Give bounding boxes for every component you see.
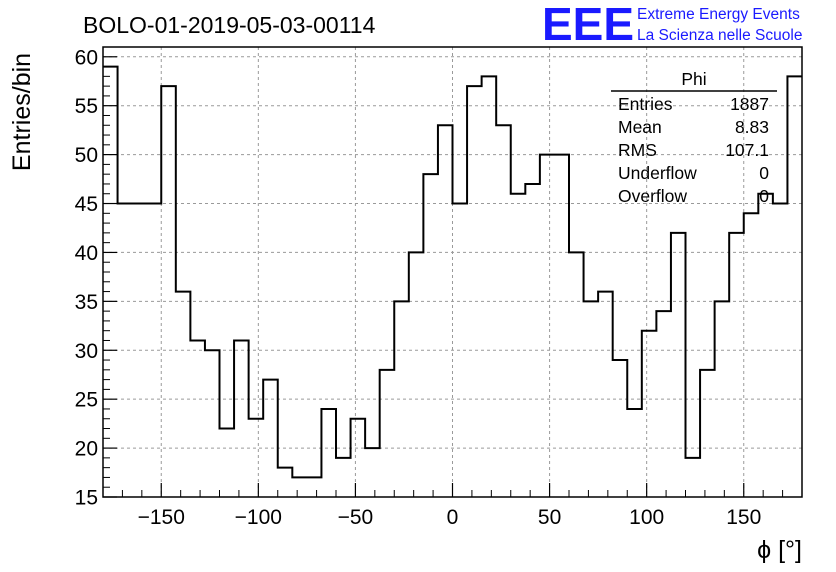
stats-name: Phi bbox=[681, 69, 706, 89]
logo-line1: Extreme Energy Events bbox=[637, 6, 800, 23]
y-axis-title: Entries/bin bbox=[8, 53, 36, 171]
y-tick-label: 55 bbox=[75, 95, 98, 118]
y-tick-label: 25 bbox=[75, 389, 98, 412]
stats-box: Phi Entries 1887 Mean 8.83 RMS 107.1 Und… bbox=[611, 69, 777, 206]
stats-label: Underflow bbox=[618, 163, 697, 183]
histogram-layer bbox=[103, 65, 802, 479]
stats-label: RMS bbox=[618, 140, 657, 160]
logo-line2: La Scienza nelle Scuole bbox=[637, 27, 802, 44]
x-tick-label: 150 bbox=[726, 506, 761, 529]
x-tick-label: 0 bbox=[447, 506, 459, 529]
stats-label: Overflow bbox=[618, 186, 687, 206]
x-tick-label: 50 bbox=[538, 506, 561, 529]
y-tick-label: 40 bbox=[75, 242, 98, 265]
y-tick-label: 35 bbox=[75, 291, 98, 314]
histogram-outline bbox=[103, 65, 802, 479]
stats-value: 1887 bbox=[730, 94, 769, 114]
y-tick-label: 30 bbox=[75, 340, 98, 363]
logo-letters: EEE bbox=[542, 0, 634, 50]
chart-title: BOLO-01-2019-05-03-00114 bbox=[83, 12, 376, 38]
y-tick-label: 15 bbox=[75, 487, 98, 510]
x-tick-label: −50 bbox=[338, 506, 374, 529]
stats-value: 8.83 bbox=[735, 117, 769, 137]
stats-label: Mean bbox=[618, 117, 662, 137]
stats-value: 0 bbox=[759, 163, 769, 183]
x-tick-label: −150 bbox=[138, 506, 185, 529]
stats-label: Entries bbox=[618, 94, 673, 114]
y-tick-label: 50 bbox=[75, 144, 98, 167]
y-tick-label: 20 bbox=[75, 438, 98, 461]
stats-value: 107.1 bbox=[725, 140, 769, 160]
y-tick-label: 45 bbox=[75, 193, 98, 216]
y-tick-label: 60 bbox=[75, 46, 98, 69]
axis-ticks bbox=[102, 46, 803, 498]
x-tick-label: 100 bbox=[629, 506, 664, 529]
x-axis-title: ϕ [°] bbox=[757, 536, 802, 564]
tick-labels: −150 −100 −50 0 50 100 150 15 20 25 30 35 40 45 50 55 60 bbox=[75, 46, 762, 529]
x-tick-label: −100 bbox=[235, 506, 282, 529]
grid bbox=[103, 47, 802, 498]
eee-logo: EEE Extreme Energy Events La Scienza nel… bbox=[542, 0, 802, 50]
stats-value: 0 bbox=[759, 186, 769, 206]
